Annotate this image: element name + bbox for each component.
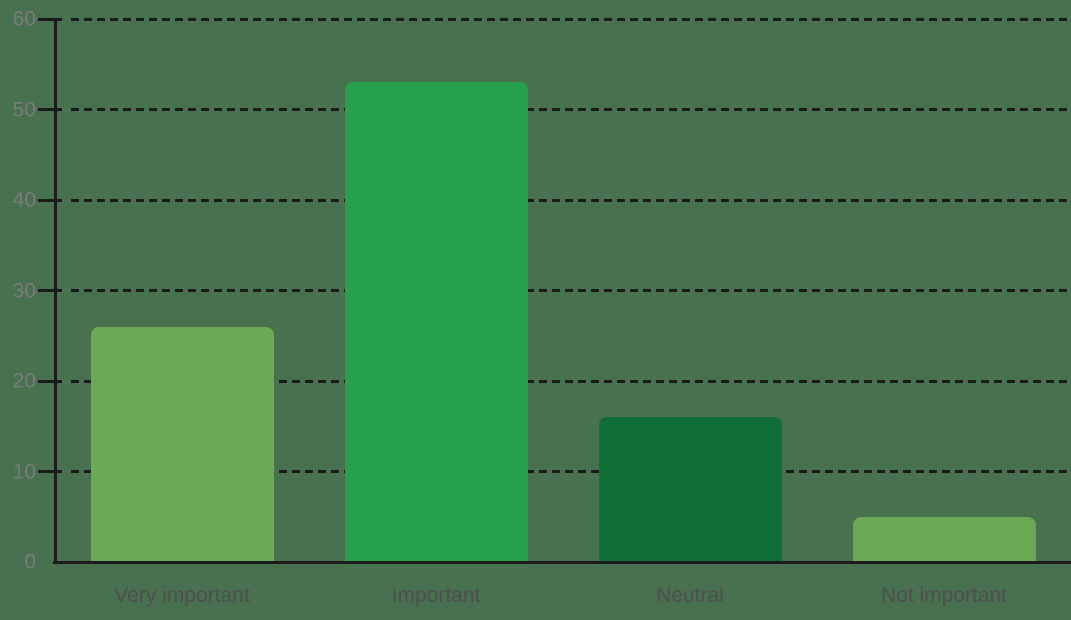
y-tick-60 — [38, 17, 62, 21]
y-tick-label: 50 — [12, 98, 36, 121]
bar-slot — [309, 19, 563, 562]
bar-slot — [817, 19, 1071, 562]
gridline-10 — [71, 470, 1071, 473]
x-axis-label: Important — [391, 584, 481, 607]
y-tick-label: 60 — [12, 7, 36, 31]
plot-area — [55, 17, 1071, 562]
y-tick-20 — [38, 379, 62, 383]
y-tick-label: 40 — [12, 188, 36, 212]
bar-slot — [55, 19, 309, 562]
gridline-60 — [71, 17, 1071, 21]
y-tick-50 — [38, 108, 62, 111]
gridline-50 — [71, 108, 1071, 111]
y-tick-label: 0 — [24, 550, 36, 574]
y-tick-40 — [38, 198, 62, 202]
bar-important — [344, 82, 528, 562]
bar-not-important — [852, 516, 1036, 562]
x-axis-line — [53, 561, 1071, 564]
x-axis-label: Not important — [880, 584, 1008, 607]
y-tick-label: 20 — [12, 369, 36, 393]
y-tick-10 — [38, 470, 62, 473]
y-tick-label: 30 — [12, 279, 36, 302]
gridline-40 — [71, 198, 1071, 202]
bar-very-important — [90, 326, 274, 562]
bar-neutral — [598, 417, 782, 562]
x-axis-label: Very important — [114, 584, 250, 607]
y-tick-label: 10 — [12, 460, 36, 483]
x-axis-labels-row: Very important Important Neutral Not import… — [55, 583, 1071, 608]
y-tick-30 — [38, 289, 62, 292]
x-axis-label: Neutral — [656, 584, 724, 607]
bars-layer — [55, 19, 1071, 562]
bar-slot — [563, 19, 817, 562]
gridline-20 — [71, 379, 1071, 383]
gridline-30 — [71, 289, 1071, 292]
